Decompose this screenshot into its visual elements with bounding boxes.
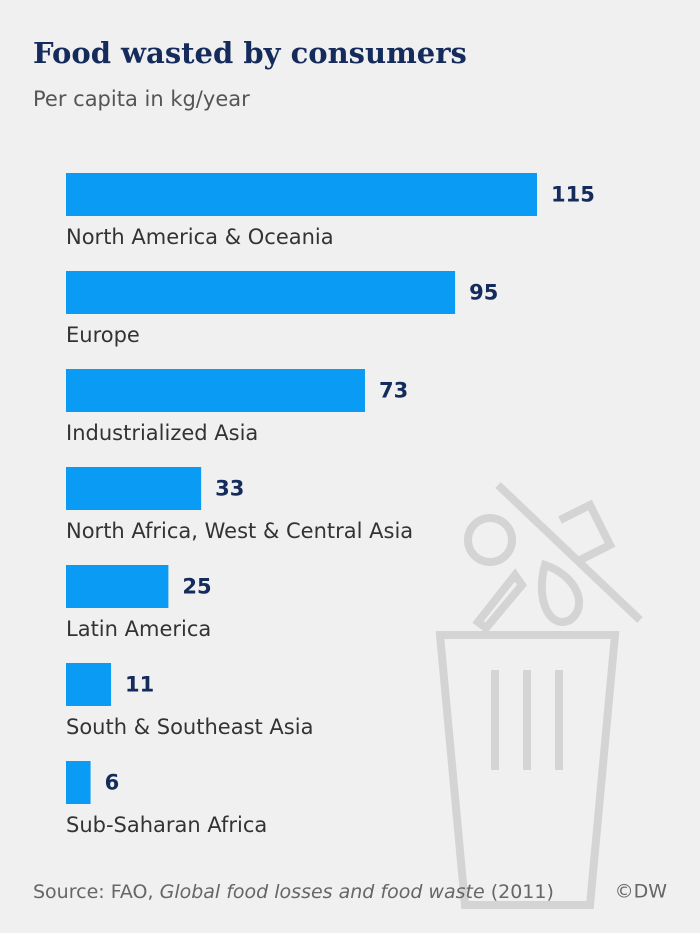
value-label: 115: [551, 183, 595, 207]
chart-subtitle: Per capita in kg/year: [33, 87, 250, 111]
value-label: 95: [469, 281, 498, 305]
category-label: Sub-Saharan Africa: [66, 813, 267, 837]
value-label: 33: [215, 477, 244, 501]
bar: [66, 271, 456, 314]
source-publication: Global food losses and food waste: [160, 881, 485, 903]
category-label: Latin America: [66, 617, 211, 641]
category-label: Industrialized Asia: [66, 421, 258, 445]
bar: [66, 467, 202, 510]
value-label: 6: [105, 771, 120, 795]
category-label: North Africa, West & Central Asia: [66, 519, 413, 543]
bar: [66, 663, 112, 706]
bar: [66, 173, 537, 216]
trash-icon: [435, 482, 643, 909]
source-label: Source: FAO,: [33, 881, 154, 903]
category-label: North America & Oceania: [66, 225, 334, 249]
source: Source: FAO, Global food losses and food…: [33, 881, 554, 903]
category-label: Europe: [66, 323, 140, 347]
value-label: 73: [379, 379, 408, 403]
value-label: 25: [182, 575, 211, 599]
bar: [66, 565, 169, 608]
credit: ©DW: [615, 881, 668, 903]
source-year: (2011): [491, 881, 554, 903]
chart-title: Food wasted by consumers: [33, 36, 467, 70]
bar: [66, 761, 91, 804]
category-label: South & Southeast Asia: [66, 715, 313, 739]
bar: [66, 369, 365, 412]
value-label: 11: [125, 673, 154, 697]
